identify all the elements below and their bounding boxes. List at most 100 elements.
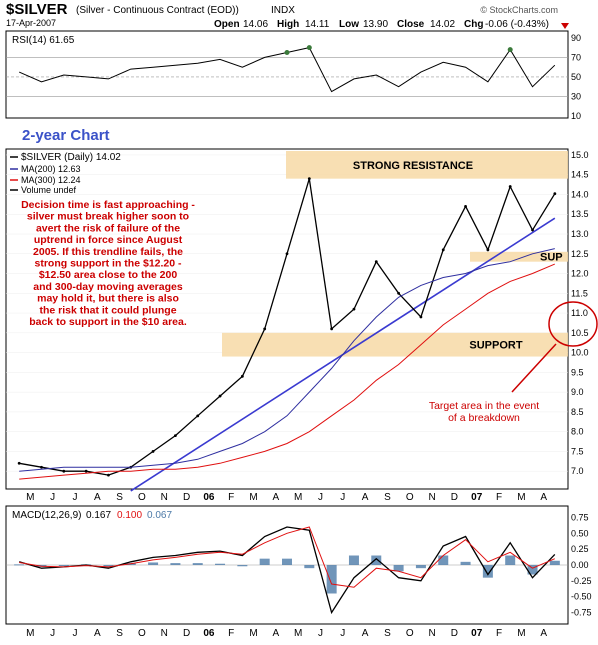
price-point bbox=[174, 434, 177, 438]
commentary-line: avert the risk of failure of the bbox=[36, 222, 180, 234]
price-legend-entry: MA(200) 12.63 bbox=[21, 164, 81, 174]
x-tick-label: A bbox=[362, 492, 369, 503]
macd-hist-bar bbox=[103, 565, 114, 567]
x-tick-label: F bbox=[496, 492, 502, 503]
x-tick-label: N bbox=[161, 628, 168, 639]
price-point bbox=[62, 469, 66, 473]
signal-legend-value: 0.100 bbox=[117, 510, 142, 521]
commentary-line: the risk that it could plunge bbox=[39, 304, 176, 316]
commentary-line: Decision time is fast approaching - bbox=[21, 199, 195, 211]
x-tick-label: F bbox=[228, 492, 234, 503]
price-point bbox=[151, 450, 155, 453]
macd-hist-bar bbox=[282, 558, 292, 565]
price-point bbox=[240, 374, 244, 378]
commentary-line: silver must break higher soon to bbox=[27, 211, 189, 223]
x-tick-label: O bbox=[406, 492, 414, 503]
x-tick-label: A bbox=[94, 628, 101, 639]
band-label: SUP bbox=[540, 252, 563, 264]
commentary-line: 2005. If this trendline fails, the bbox=[33, 246, 183, 258]
band-label: SUPPORT bbox=[469, 340, 522, 352]
price-panel: 7.0 7.5 8.0 8.5 9.0 9.5 10.0 10.5 11.0 11.5 12.0 12… bbox=[6, 127, 598, 492]
price-band bbox=[470, 251, 568, 262]
x-tick-label: M bbox=[517, 628, 525, 639]
target-text-line: of a breakdown bbox=[448, 412, 520, 424]
price-tick-label: 11.5 bbox=[571, 288, 588, 298]
price-point bbox=[531, 228, 534, 232]
macd-hist-bar bbox=[259, 558, 270, 565]
price-tick-label: 13.5 bbox=[571, 209, 589, 219]
macd-hist-bar bbox=[482, 565, 493, 578]
x-axis-price: M J J A S O N D 06 F M A M J J A S O N D 07 F M A bbox=[26, 492, 547, 503]
rsi-overbought-marker bbox=[306, 45, 312, 51]
rsi-panel: 10 30 50 70 90 RSI(14) 61.65 bbox=[6, 33, 581, 121]
x-tick-label: A bbox=[540, 492, 547, 503]
price-tick-label: 12.0 bbox=[571, 269, 589, 279]
open-value: 14.06 bbox=[243, 19, 268, 30]
price-point bbox=[196, 414, 200, 418]
price-tick-label: 14.0 bbox=[571, 189, 589, 199]
signal-line bbox=[19, 526, 555, 588]
price-tick-label: 13.0 bbox=[571, 229, 589, 239]
price-point bbox=[330, 327, 334, 331]
price-panel-frame bbox=[5, 148, 569, 490]
high-value: 14.11 bbox=[305, 19, 330, 30]
series-line bbox=[19, 248, 555, 472]
rsi-tick-label: 50 bbox=[571, 72, 581, 82]
price-tick-label: 12.5 bbox=[571, 249, 589, 259]
x-tick-label: F bbox=[496, 628, 502, 639]
target-text-line: Target area in the event bbox=[429, 400, 539, 412]
price-point bbox=[553, 192, 557, 196]
x-tick-label: J bbox=[318, 628, 323, 639]
macd-hist-bar bbox=[460, 561, 471, 565]
x-tick-label: A bbox=[273, 492, 280, 503]
symbol-description: (Silver - Continuous Contract (EOD)) bbox=[76, 5, 239, 16]
macd-tick-label: 0.25 bbox=[571, 544, 589, 554]
macd-hist-bar bbox=[415, 565, 426, 569]
copyright: © StockCharts.com bbox=[480, 5, 558, 15]
x-tick-label: J bbox=[72, 492, 77, 503]
price-legend-entry: $SILVER (Daily) 14.02 bbox=[21, 152, 121, 163]
close-label: Close bbox=[397, 19, 425, 30]
macd-legend-value: 0.167 bbox=[86, 510, 111, 521]
hist-legend-value: 0.067 bbox=[147, 510, 172, 521]
x-tick-label: M bbox=[26, 628, 34, 639]
x-tick-label: M bbox=[517, 492, 525, 503]
rsi-legend: RSI(14) 61.65 bbox=[12, 35, 75, 46]
price-band bbox=[222, 332, 568, 357]
macd-hist-bar bbox=[505, 555, 516, 565]
exchange: INDX bbox=[271, 5, 295, 16]
macd-hist-bar bbox=[549, 560, 560, 565]
x-tick-label: F bbox=[228, 628, 234, 639]
price-tick-label: 8.0 bbox=[571, 427, 584, 437]
macd-tick-label: -0.75 bbox=[571, 608, 592, 618]
price-point bbox=[374, 260, 378, 264]
macd-panel: -0.75 -0.50 -0.25 0.00 0.25 0.50 0.75 MACD(12,2… bbox=[6, 510, 592, 618]
symbol: $SILVER bbox=[6, 1, 68, 18]
rsi-overbought-marker bbox=[507, 47, 513, 53]
x-tick-label: O bbox=[406, 628, 414, 639]
price-point bbox=[84, 469, 88, 473]
x-tick-label: D bbox=[183, 492, 190, 503]
commentary-line: uptrend in force since August bbox=[34, 234, 183, 246]
macd-hist-bar bbox=[326, 565, 337, 594]
x-tick-label: 07 bbox=[471, 492, 483, 503]
x-tick-label: D bbox=[183, 628, 190, 639]
x-tick-label: A bbox=[273, 628, 280, 639]
price-tick-label: 8.5 bbox=[571, 407, 584, 417]
price-tick-label: 7.5 bbox=[571, 446, 584, 456]
macd-hist-bar bbox=[348, 555, 359, 565]
x-tick-label: A bbox=[362, 628, 369, 639]
price-point bbox=[464, 204, 467, 208]
macd-tick-label: -0.25 bbox=[571, 576, 592, 586]
chart-header: $SILVER (Silver - Continuous Contract (E… bbox=[6, 1, 569, 30]
macd-hist-bar bbox=[148, 562, 159, 565]
band-label: STRONG RESISTANCE bbox=[353, 160, 473, 172]
macd-hist-bar bbox=[14, 564, 25, 566]
x-tick-label: J bbox=[318, 492, 323, 503]
price-tick-label: 10.5 bbox=[571, 328, 589, 338]
target-ellipse bbox=[548, 301, 598, 347]
x-tick-label: 06 bbox=[203, 492, 215, 503]
price-point bbox=[107, 473, 110, 477]
macd-hist-bar bbox=[304, 565, 315, 569]
x-tick-label: O bbox=[138, 628, 146, 639]
